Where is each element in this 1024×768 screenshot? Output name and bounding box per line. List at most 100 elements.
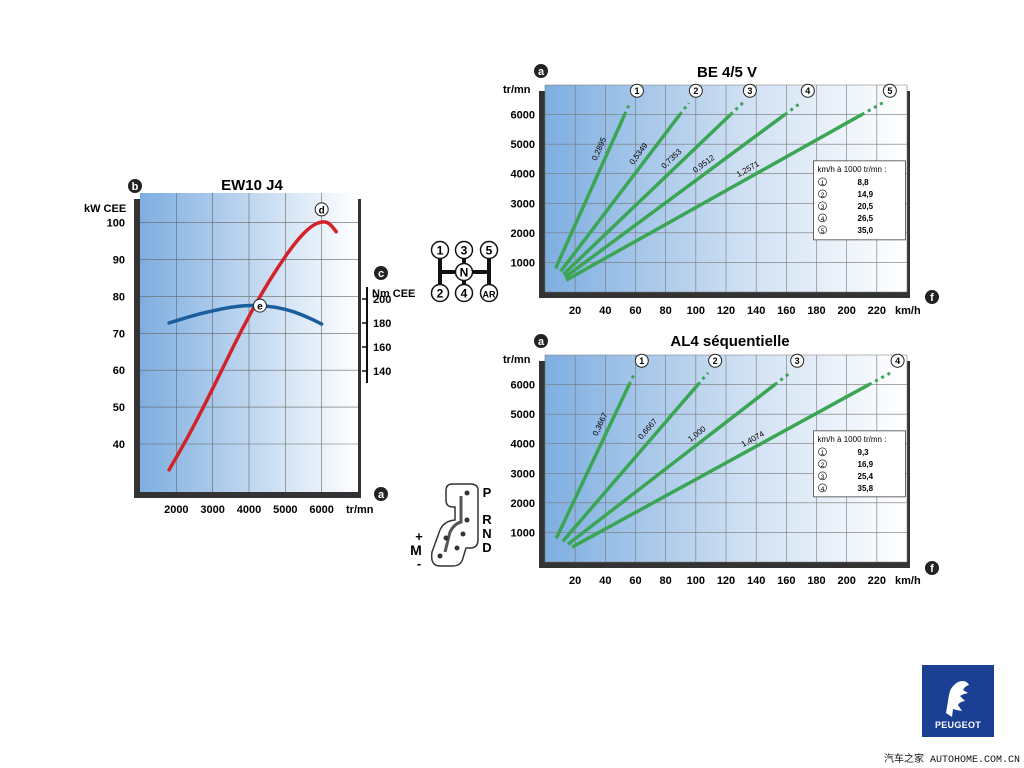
manual-neutral: N bbox=[460, 266, 469, 280]
c3-x-tick: 180 bbox=[807, 575, 825, 587]
auto-dot-plus bbox=[443, 535, 449, 541]
c3-y-tick: 2000 bbox=[511, 498, 535, 510]
engine-y-tick: 40 bbox=[113, 439, 125, 451]
speed-table-gear: 5 bbox=[821, 228, 825, 235]
gear-line-overrun bbox=[678, 101, 691, 116]
engine-right-unit: Nm CEE bbox=[372, 288, 415, 300]
manual-gear-bottom: 2 bbox=[437, 287, 444, 301]
speed-table-gear-circle bbox=[818, 177, 827, 187]
gear-line bbox=[565, 113, 863, 282]
manual-gear-top-circle bbox=[430, 240, 450, 260]
c2-x-tick: 120 bbox=[717, 305, 735, 317]
engine-x-tick: 2000 bbox=[164, 504, 188, 516]
manual-x-marker-circle bbox=[925, 290, 939, 304]
c3-x-tick: 120 bbox=[717, 575, 735, 587]
engine-y-tick: 80 bbox=[113, 291, 125, 303]
c2-x-tick: 220 bbox=[868, 305, 886, 317]
speed-table-title: km/h à 1000 tr/mn : bbox=[818, 435, 887, 444]
manual-gear-bottom: 4 bbox=[461, 287, 468, 301]
speed-table-value: 14,9 bbox=[858, 190, 874, 199]
gear-line-overrun bbox=[773, 371, 792, 386]
c3-x-tick: 80 bbox=[660, 575, 672, 587]
engine-y-marker: b bbox=[132, 181, 139, 193]
c2-x-tick: 140 bbox=[747, 305, 765, 317]
manual-y-unit: tr/mn bbox=[503, 84, 531, 96]
gear-line-overrun bbox=[627, 372, 637, 386]
manual-y-marker-circle bbox=[534, 64, 548, 78]
auto-position: D bbox=[482, 540, 491, 555]
c3-y-tick: 3000 bbox=[511, 468, 535, 480]
gear-number: 2 bbox=[713, 356, 718, 366]
speed-table-gear-circle bbox=[818, 447, 827, 457]
engine-tick-labels: 2000 3000 4000 5000 6000 40 50 60 70 80 90 100 bbox=[107, 218, 334, 516]
engine-series: de bbox=[167, 202, 338, 472]
torque-marker-circle bbox=[252, 298, 267, 313]
manual-y-marker: a bbox=[538, 66, 545, 78]
c2-x-tick: 200 bbox=[837, 305, 855, 317]
gear-number-circle bbox=[629, 83, 644, 98]
c2-x-tick: 60 bbox=[629, 305, 641, 317]
engine-chart-title: EW10 J4 bbox=[221, 177, 283, 194]
manual-x-marker: f bbox=[930, 292, 934, 304]
engine-y-marker-circle bbox=[128, 179, 142, 193]
manual-gearbox-chart: BE 4/5 V 20 40 60 80 100 120 140 160 180 200 220 10… bbox=[503, 64, 939, 317]
manual-gear-top-circle bbox=[454, 240, 474, 260]
speed-table-value: 35,0 bbox=[858, 226, 874, 235]
c2-y-tick: 2000 bbox=[511, 228, 535, 240]
auto-manual-label: + bbox=[415, 529, 423, 544]
speed-table-value: 16,9 bbox=[858, 460, 874, 469]
c2-x-tick: 160 bbox=[777, 305, 795, 317]
manual-gear-top: 1 bbox=[437, 244, 444, 258]
c2-x-tick: 80 bbox=[660, 305, 672, 317]
auto-x-unit: km/h bbox=[895, 575, 921, 587]
engine-grid bbox=[140, 193, 358, 492]
manual-grid bbox=[544, 84, 908, 293]
speed-table-gear-circle bbox=[818, 225, 827, 235]
manual-gear-bottom: AR bbox=[483, 290, 496, 300]
gear-number: 4 bbox=[895, 356, 900, 366]
torque-axis-tick-label: 180 bbox=[373, 318, 391, 330]
gear-number-circle bbox=[790, 353, 805, 368]
gear-number: 3 bbox=[795, 356, 800, 366]
torque-axis-tick-label: 160 bbox=[373, 342, 391, 354]
engine-x-tick: 4000 bbox=[237, 504, 261, 516]
speed-table-value: 8,8 bbox=[858, 178, 870, 187]
gear-line bbox=[554, 113, 627, 270]
auto-y-marker-circle bbox=[534, 334, 548, 348]
torque-curve bbox=[167, 303, 324, 326]
torque-axis-tick-label: 200 bbox=[373, 294, 391, 306]
engine-y-tick: 50 bbox=[113, 402, 125, 414]
c3-y-tick: 6000 bbox=[511, 380, 535, 392]
auto-y-unit: tr/mn bbox=[503, 354, 531, 366]
auto-tick-labels: 20 40 60 80 100 120 140 160 180 200 220 1000 2000 300… bbox=[511, 380, 886, 587]
c3-x-tick: 140 bbox=[747, 575, 765, 587]
gear-line-overrun bbox=[623, 102, 632, 116]
c2-x-tick: 180 bbox=[807, 305, 825, 317]
speed-table-gear: 3 bbox=[821, 204, 825, 211]
speed-table-value: 25,4 bbox=[858, 472, 874, 481]
gear-number-circle bbox=[742, 83, 757, 98]
c3-x-tick: 20 bbox=[569, 575, 581, 587]
speed-table-gear-circle bbox=[818, 201, 827, 211]
speed-table-value: 26,5 bbox=[858, 214, 874, 223]
c3-x-tick: 220 bbox=[868, 575, 886, 587]
manual-gear-positions: 1 3 5 2 4 AR N bbox=[430, 240, 499, 303]
c2-x-tick: 20 bbox=[569, 305, 581, 317]
torque-axis-tick-label: 140 bbox=[373, 366, 391, 378]
engine-y-tick: 90 bbox=[113, 254, 125, 266]
auto-manual-label: M bbox=[410, 542, 422, 558]
logo-name: PEUGEOT bbox=[934, 720, 982, 730]
engine-x-unit: tr/mn bbox=[346, 504, 374, 516]
engine-x-marker: a bbox=[378, 489, 385, 501]
c2-y-tick: 1000 bbox=[511, 257, 535, 269]
gear-number: 3 bbox=[747, 86, 752, 96]
engine-x-tick: 3000 bbox=[200, 504, 224, 516]
c3-y-tick: 1000 bbox=[511, 527, 535, 539]
power-marker-circle bbox=[314, 202, 329, 217]
speed-table-gear: 2 bbox=[821, 192, 825, 199]
engine-y-tick: 60 bbox=[113, 365, 125, 377]
gear-line bbox=[563, 113, 786, 279]
manual-gear-bottom-circle bbox=[454, 283, 474, 303]
c2-y-tick: 6000 bbox=[511, 110, 535, 122]
